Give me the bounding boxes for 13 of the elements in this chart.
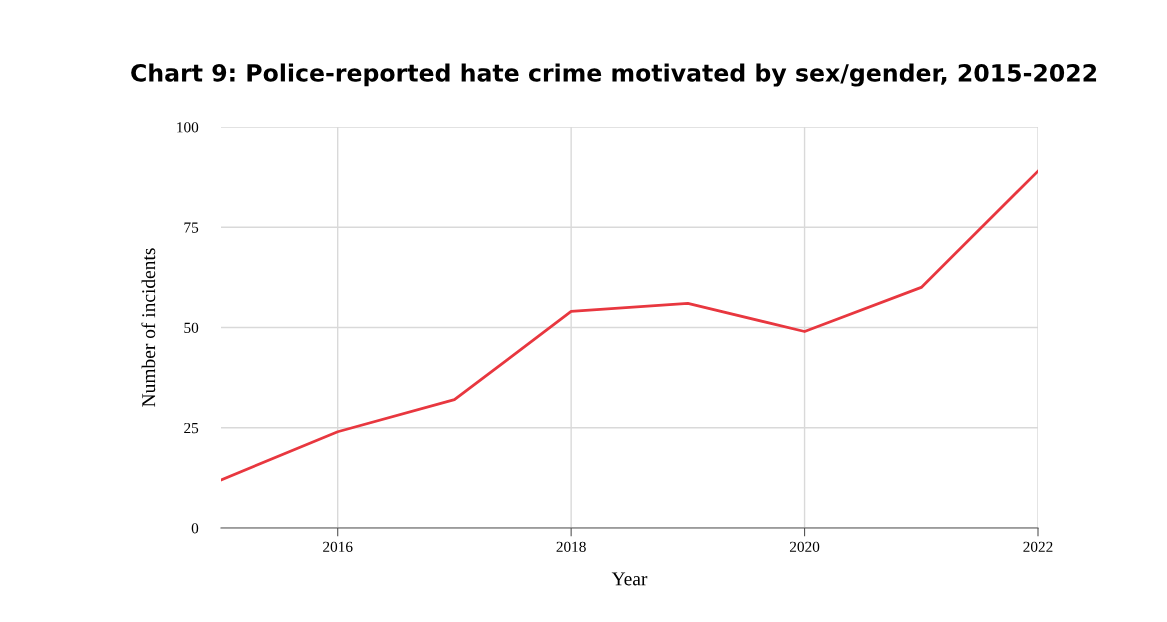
x-tick-label: 2022: [1023, 541, 1053, 552]
x-tick-label: 2020: [789, 541, 820, 552]
x-tick-label: 2016: [323, 541, 353, 552]
y-tick-label: 25: [184, 422, 199, 434]
y-tick-label: 0: [191, 523, 199, 534]
x-tick-label: 2018: [556, 541, 586, 552]
chart-title: Chart 9: Police-reported hate crime motivated by sex/gender, 2015-2022: [131, 63, 1097, 87]
line-series: [221, 169, 1038, 482]
x-axis-title: Year: [611, 572, 648, 586]
y-tick-label: 75: [184, 222, 199, 233]
y-tick-label: 100: [177, 122, 199, 133]
y-axis-title: Number of incidents: [141, 248, 156, 407]
y-tick-label: 50: [184, 322, 199, 333]
